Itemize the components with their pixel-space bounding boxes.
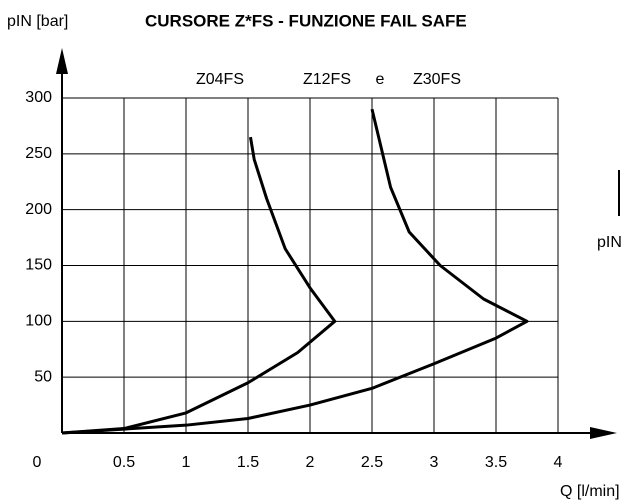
x-axis-label: Q [l/min] xyxy=(560,483,620,500)
y-tick-label: 150 xyxy=(25,257,52,274)
curve-label: Z30FS xyxy=(413,71,461,88)
y-tick-label: 50 xyxy=(34,368,52,385)
curve-label: Z12FS xyxy=(303,71,351,88)
y-tick-label: 200 xyxy=(25,201,52,218)
x-tick-label: 0.5 xyxy=(113,454,135,471)
y-axis-label: pIN [bar] xyxy=(7,13,68,30)
x-axis-arrow xyxy=(590,427,617,439)
curve-label: e xyxy=(376,71,385,88)
side-label: pIN xyxy=(597,234,621,251)
x-tick-label: 1 xyxy=(182,454,191,471)
x-tick-label: 1.5 xyxy=(237,454,259,471)
x-tick-label: 4 xyxy=(554,454,563,471)
chart-title: CURSORE Z*FS - FUNZIONE FAIL SAFE xyxy=(145,11,467,30)
curve xyxy=(61,108,529,435)
x-tick-label: 3 xyxy=(430,454,439,471)
y-axis-arrow xyxy=(56,48,68,74)
x-tick-label: 2.5 xyxy=(361,454,383,471)
y-tick-label: 250 xyxy=(25,145,52,162)
curve xyxy=(61,136,337,435)
x-tick-label: 0 xyxy=(33,454,42,471)
y-tick-label: 100 xyxy=(25,313,52,330)
curve-label: Z04FS xyxy=(196,71,244,88)
x-tick-label: 3.5 xyxy=(485,454,507,471)
x-tick-label: 2 xyxy=(306,454,315,471)
y-tick-label: 300 xyxy=(25,89,52,106)
